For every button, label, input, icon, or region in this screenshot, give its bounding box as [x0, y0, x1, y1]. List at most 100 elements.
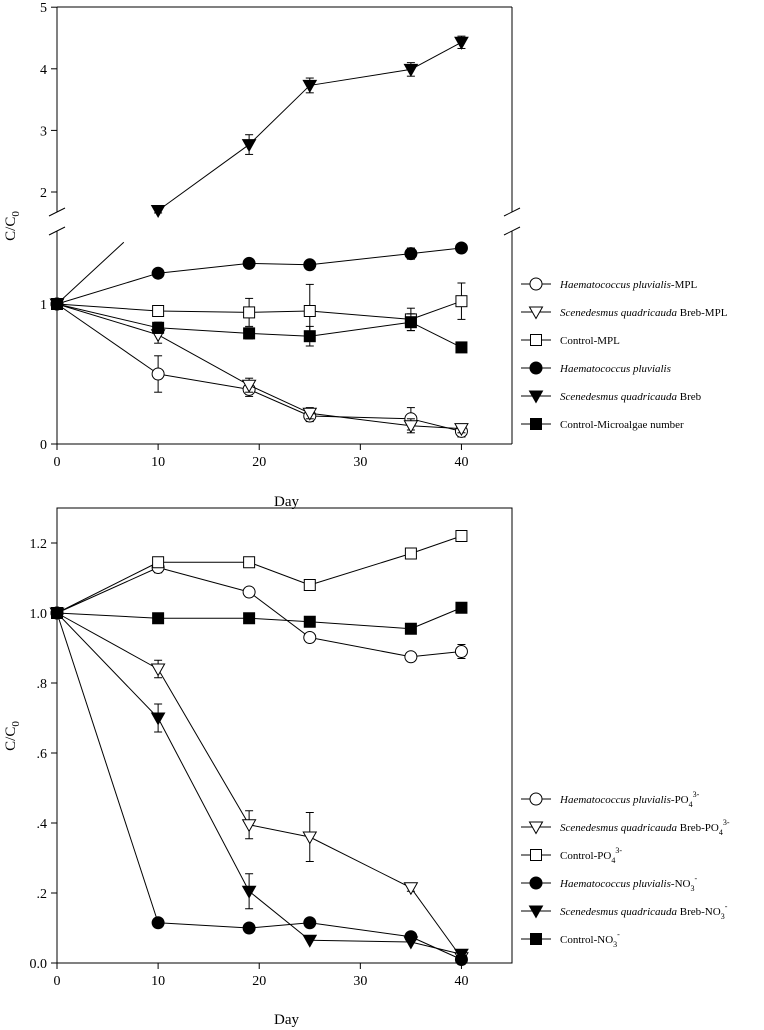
legend-marker [529, 876, 543, 890]
data-point [403, 63, 419, 77]
legend-label: Haematococcus pluvialis-PO43- [559, 790, 700, 809]
series-line [309, 321, 411, 337]
series-line [248, 890, 311, 941]
series-line [309, 253, 411, 266]
series-5: Control-Microalgae number [51, 298, 684, 431]
y-axis-label-main: C/C [3, 217, 19, 241]
chart-bottom-nutrients: 0 10 20 30 400.0.2.4.6.81.01.2DayC/C0Haemato… [3, 507, 730, 1028]
legend-label-superscript: 3- [723, 818, 730, 827]
series-line [157, 668, 250, 826]
y-axis-label-subscript: 0 [10, 721, 22, 727]
legend-label-species: Scenedesmus quadricauda [560, 822, 678, 834]
legend-label-suffix: -NO [671, 878, 691, 890]
data-point [243, 306, 256, 319]
axis-break-mark-right-lower [503, 226, 521, 236]
series-line [56, 303, 159, 336]
data-point [51, 607, 63, 619]
x-tick-label: 0 [54, 974, 61, 989]
legend-marker [528, 306, 544, 320]
x-tick-label: 10 [151, 974, 165, 989]
data-point [303, 258, 317, 272]
legend-label: Scenedesmus quadricauda Breb-PO43- [560, 818, 730, 837]
legend-label: Haematococcus pluvialis-NO3- [559, 874, 697, 893]
data-point [303, 615, 316, 628]
legend-label-suffix: Breb [677, 391, 702, 403]
data-point [243, 556, 256, 569]
legend-marker [530, 418, 542, 430]
legend-marker [528, 390, 544, 404]
series-line [157, 334, 250, 386]
plot-frame [56, 507, 513, 964]
plot-area [57, 7, 512, 444]
data-point [303, 330, 316, 343]
series-line [157, 717, 250, 892]
data-point [302, 407, 318, 421]
data-point [403, 882, 419, 896]
x-tick-label: 20 [252, 455, 266, 470]
series-line [309, 922, 411, 938]
y-tick-label: 5 [40, 1, 47, 16]
legend-marker [528, 905, 544, 919]
series-line [249, 922, 310, 929]
legend-label-suffix: Breb-NO [677, 906, 721, 918]
legend-label-species: Scenedesmus quadricauda [560, 906, 678, 918]
series-0: Haematococcus pluvialis-PO43- [50, 561, 700, 809]
data-point [454, 423, 469, 437]
legend-label-species: Haematococcus pluvialis [559, 794, 671, 806]
y-axis-label-main: C/C [3, 727, 19, 751]
y-tick-label: .2 [37, 887, 48, 902]
series-5: Control-NO3- [51, 601, 620, 949]
data-point [150, 712, 166, 726]
legend-label: Haematococcus pluvialis-MPL [559, 279, 697, 291]
data-point [454, 36, 469, 50]
legend-label-subscript: 3 [690, 884, 694, 893]
y-tick-label: 4 [40, 63, 47, 78]
series-4: Scenedesmus quadricauda Breb [49, 35, 702, 404]
series-line [410, 651, 462, 658]
legend-label-species: Scenedesmus quadricauda [560, 307, 678, 319]
x-axis-label: Day [274, 494, 299, 510]
y-axis-label: C/C0 [3, 721, 22, 751]
legend-marker [529, 361, 543, 375]
series-line [249, 332, 310, 337]
series-line [56, 612, 159, 923]
series-2: Control-PO43- [51, 530, 622, 865]
data-point [151, 916, 165, 930]
x-axis-label: Day [274, 1012, 299, 1028]
y-tick-label: 1 [40, 298, 47, 313]
x-tick-label: 30 [353, 974, 367, 989]
series-line [309, 412, 411, 427]
y-tick-label: 1.0 [30, 607, 48, 622]
legend-label-suffix: Control-Microalgae number [560, 419, 684, 431]
legend-marker [529, 277, 543, 291]
series-line [309, 310, 411, 320]
series-line [56, 241, 125, 305]
legend-label-suffix: -PO [671, 794, 689, 806]
series-0: Haematococcus pluvialis-MPL [50, 277, 697, 438]
legend-label: Control-NO3- [560, 930, 620, 949]
legend-label-suffix: -MPL [671, 279, 698, 291]
legend-label-species: Haematococcus pluvialis [559, 878, 671, 890]
legend-marker [529, 792, 543, 806]
series-line [56, 303, 159, 312]
legend-label-suffix: Control-PO [560, 850, 611, 862]
data-point [455, 341, 468, 354]
series-line [410, 941, 462, 955]
data-point [241, 139, 257, 153]
data-point [242, 256, 256, 270]
y-axis-label-subscript: 0 [10, 211, 22, 217]
legend-label-subscript: 4 [611, 856, 615, 865]
data-point [151, 367, 165, 381]
series-line [56, 303, 159, 375]
series-line [158, 922, 250, 929]
data-point [241, 885, 257, 899]
data-point [403, 420, 419, 434]
data-point [242, 585, 256, 599]
data-point [303, 579, 316, 591]
legend-label-superscript: - [725, 902, 728, 911]
series-line [410, 41, 462, 70]
data-point [404, 650, 418, 664]
series-line [248, 388, 310, 417]
legend-label-subscript: 3 [613, 940, 617, 949]
